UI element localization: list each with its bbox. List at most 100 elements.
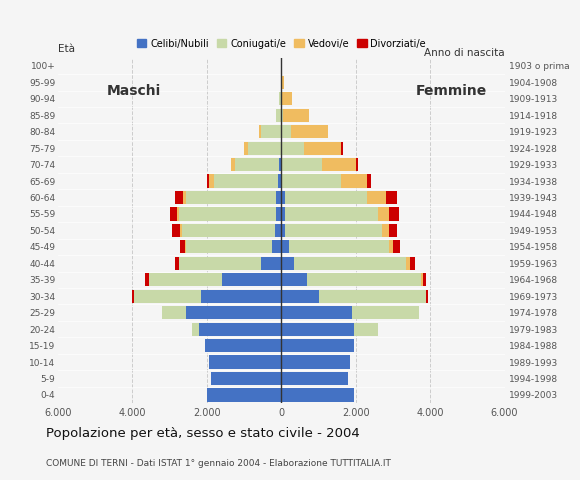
Text: Età: Età: [58, 44, 75, 54]
Bar: [186, 306, 281, 319]
Bar: [285, 224, 382, 237]
Bar: [285, 191, 367, 204]
Bar: [186, 240, 272, 253]
Legend: Celibi/Nubili, Coniugati/e, Vedovi/e, Divorziati/e: Celibi/Nubili, Coniugati/e, Vedovi/e, Di…: [133, 35, 430, 53]
Bar: [389, 207, 398, 220]
Bar: [274, 224, 281, 237]
Bar: [307, 273, 421, 287]
Bar: [180, 240, 185, 253]
Bar: [382, 224, 389, 237]
Bar: [261, 125, 281, 138]
Bar: [406, 257, 409, 270]
Bar: [281, 323, 354, 336]
Bar: [222, 273, 281, 287]
Bar: [244, 142, 248, 155]
Bar: [281, 174, 341, 188]
Bar: [276, 207, 281, 220]
Bar: [294, 257, 406, 270]
Bar: [185, 240, 186, 253]
Text: Anno di nascita: Anno di nascita: [424, 48, 505, 58]
Bar: [211, 372, 281, 385]
Bar: [421, 273, 423, 287]
Bar: [259, 125, 261, 138]
Bar: [281, 289, 318, 303]
Bar: [180, 224, 182, 237]
Bar: [261, 257, 281, 270]
Bar: [341, 174, 367, 188]
Bar: [389, 240, 393, 253]
Bar: [182, 224, 274, 237]
Bar: [207, 174, 209, 188]
Bar: [281, 108, 283, 122]
Bar: [205, 339, 281, 352]
Bar: [386, 191, 397, 204]
Bar: [149, 273, 222, 287]
Bar: [354, 323, 378, 336]
Bar: [280, 92, 281, 105]
Bar: [281, 372, 348, 385]
Bar: [281, 158, 322, 171]
Bar: [281, 191, 285, 204]
Bar: [281, 356, 350, 369]
Bar: [162, 306, 186, 319]
Bar: [281, 76, 284, 89]
Text: Maschi: Maschi: [107, 84, 161, 98]
Bar: [183, 191, 186, 204]
Bar: [177, 207, 179, 220]
Bar: [283, 108, 309, 122]
Bar: [175, 191, 183, 204]
Text: Popolazione per età, sesso e stato civile - 2004: Popolazione per età, sesso e stato civil…: [46, 427, 360, 440]
Bar: [423, 273, 426, 287]
Bar: [281, 224, 285, 237]
Bar: [281, 306, 352, 319]
Bar: [200, 323, 281, 336]
Bar: [409, 257, 415, 270]
Bar: [207, 388, 281, 402]
Bar: [146, 273, 149, 287]
Bar: [322, 158, 356, 171]
Bar: [276, 108, 281, 122]
Bar: [179, 257, 261, 270]
Bar: [135, 289, 201, 303]
Bar: [393, 240, 400, 253]
Bar: [179, 207, 276, 220]
Bar: [367, 174, 371, 188]
Bar: [192, 323, 200, 336]
Bar: [272, 240, 281, 253]
Bar: [281, 257, 294, 270]
Bar: [231, 158, 235, 171]
Bar: [172, 224, 180, 237]
Text: COMUNE DI TERNI - Dati ISTAT 1° gennaio 2004 - Elaborazione TUTTITALIA.IT: COMUNE DI TERNI - Dati ISTAT 1° gennaio …: [46, 458, 392, 468]
Bar: [289, 240, 389, 253]
Bar: [169, 207, 177, 220]
Bar: [281, 339, 354, 352]
Bar: [367, 191, 386, 204]
Bar: [426, 289, 428, 303]
Bar: [281, 142, 304, 155]
Bar: [281, 59, 282, 72]
Bar: [378, 207, 389, 220]
Bar: [304, 142, 341, 155]
Bar: [281, 388, 354, 402]
Bar: [175, 257, 179, 270]
Bar: [214, 174, 278, 188]
Bar: [389, 224, 397, 237]
Bar: [285, 207, 378, 220]
Bar: [352, 306, 419, 319]
Bar: [209, 356, 281, 369]
Bar: [281, 125, 291, 138]
Bar: [281, 92, 292, 105]
Bar: [132, 289, 135, 303]
Bar: [341, 142, 343, 155]
Bar: [186, 191, 276, 204]
Bar: [280, 158, 281, 171]
Bar: [209, 174, 215, 188]
Bar: [291, 125, 328, 138]
Bar: [278, 174, 281, 188]
Bar: [235, 158, 280, 171]
Bar: [281, 240, 289, 253]
Bar: [248, 142, 281, 155]
Bar: [318, 289, 426, 303]
Bar: [276, 191, 281, 204]
Bar: [356, 158, 358, 171]
